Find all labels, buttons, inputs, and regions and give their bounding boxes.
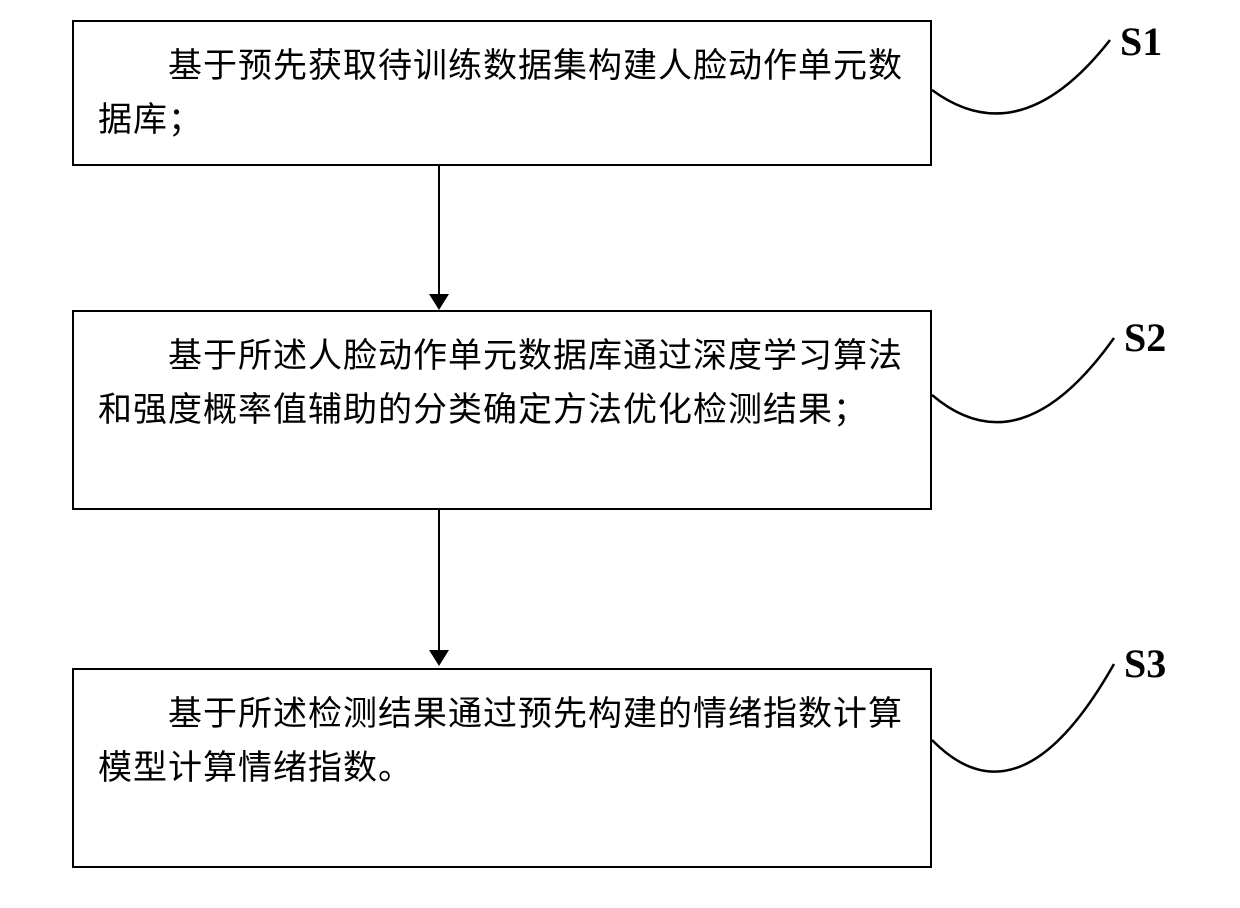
connector-s1 xyxy=(932,20,1132,170)
connector-s2 xyxy=(932,310,1132,480)
flowchart-node-s2: 基于所述人脸动作单元数据库通过深度学习算法和强度概率值辅助的分类确定方法优化检测… xyxy=(72,310,932,510)
connector-s3 xyxy=(932,640,1132,840)
flowchart-node-s3: 基于所述检测结果通过预先构建的情绪指数计算模型计算情绪指数。 xyxy=(72,668,932,868)
label-s2: S2 xyxy=(1124,314,1166,361)
arrow-s1-s2-line xyxy=(438,166,440,294)
arrow-s1-s2-head xyxy=(429,294,449,310)
label-s3: S3 xyxy=(1124,640,1166,687)
node-s1-text: 基于预先获取待训练数据集构建人脸动作单元数据库； xyxy=(98,40,906,149)
node-s3-text: 基于所述检测结果通过预先构建的情绪指数计算模型计算情绪指数。 xyxy=(98,688,906,797)
arrow-s2-s3-line xyxy=(438,510,440,650)
arrow-s2-s3-head xyxy=(429,650,449,666)
node-s2-text: 基于所述人脸动作单元数据库通过深度学习算法和强度概率值辅助的分类确定方法优化检测… xyxy=(98,330,906,439)
label-s1: S1 xyxy=(1120,18,1162,65)
flowchart-node-s1: 基于预先获取待训练数据集构建人脸动作单元数据库； xyxy=(72,20,932,166)
